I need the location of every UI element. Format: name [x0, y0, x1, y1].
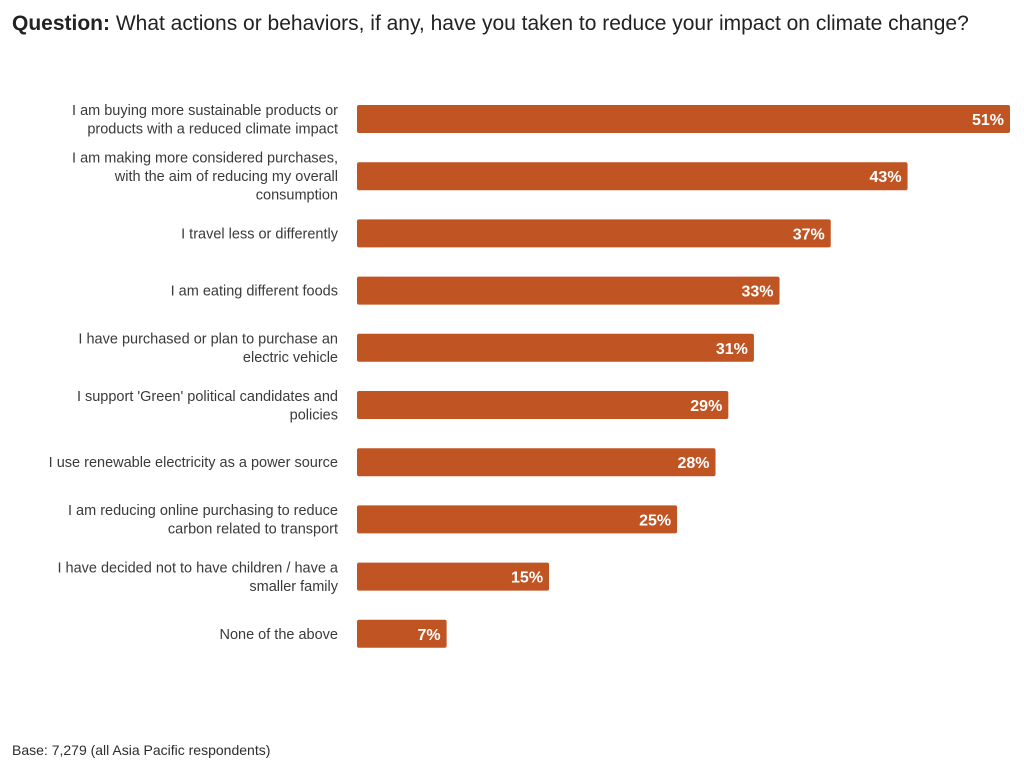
bar: [357, 105, 1010, 133]
base-note: Base: 7,279 (all Asia Pacific respondent…: [12, 742, 271, 758]
category-label: None of the above: [219, 627, 338, 643]
bar: [357, 162, 908, 191]
question-body: What actions or behaviors, if any, have …: [110, 12, 969, 35]
data-label: 43%: [870, 169, 902, 186]
category-label: I am making more considered purchases, wi…: [72, 151, 338, 204]
data-label: 37%: [793, 226, 825, 243]
category-label: I am reducing online purchasing to reduc…: [68, 503, 338, 538]
bar: [357, 505, 678, 534]
question-text: Question: What actions or behaviors, if …: [12, 6, 972, 42]
bar: [357, 448, 716, 477]
data-label: 7%: [418, 627, 441, 644]
bar: [357, 619, 447, 648]
bar: [357, 276, 780, 305]
data-label: 15%: [511, 570, 543, 587]
bar: [357, 333, 754, 362]
data-label: 51%: [972, 112, 1004, 129]
category-label: I have purchased or plan to purchase an e…: [78, 332, 338, 367]
data-label: 33%: [741, 284, 773, 301]
category-label: I travel less or differently: [181, 226, 339, 242]
bar: [357, 391, 729, 419]
category-label: I am eating different foods: [171, 284, 338, 300]
question-label: Question:: [12, 12, 110, 35]
bar: [357, 562, 550, 591]
bar: [357, 219, 831, 248]
data-label: 29%: [690, 398, 722, 415]
data-label: 28%: [677, 455, 709, 472]
data-label: 25%: [639, 512, 671, 529]
category-label: I am buying more sustainable products or…: [72, 103, 338, 138]
data-label: 31%: [716, 341, 748, 358]
category-label: I have decided not to have children / ha…: [57, 560, 338, 595]
category-label: I use renewable electricity as a power s…: [49, 455, 338, 471]
category-label: I support 'Green' political candidates a…: [77, 389, 338, 424]
